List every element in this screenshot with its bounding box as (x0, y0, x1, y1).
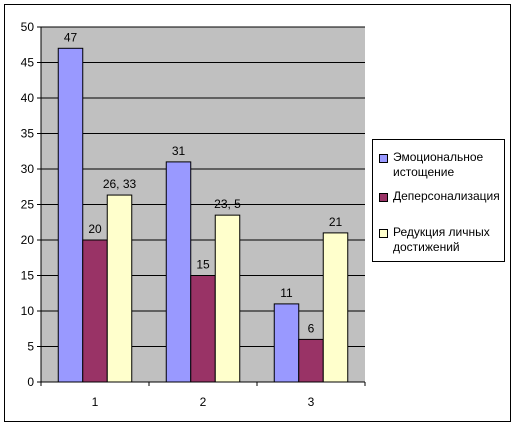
data-label: 23, 5 (214, 197, 241, 211)
bar (322, 232, 349, 383)
legend: Эмоциональное истощение Деперсонализация… (372, 139, 505, 262)
data-label: 31 (172, 144, 186, 158)
legend-swatch (379, 229, 388, 238)
y-tick-label: 10 (21, 304, 35, 318)
legend-swatch (379, 193, 388, 202)
bar (214, 214, 241, 383)
data-label: 6 (308, 321, 315, 335)
bar (190, 275, 216, 383)
y-tick-label: 35 (21, 127, 35, 141)
y-tick-label: 50 (21, 20, 35, 34)
legend-label: Редукция личных достижений (393, 225, 490, 254)
data-label: 21 (329, 215, 343, 229)
data-label: 11 (280, 286, 293, 300)
legend-label: Деперсонализация (393, 189, 500, 203)
data-label: 15 (196, 258, 210, 272)
y-tick-label: 25 (21, 198, 35, 212)
y-tick-label: 45 (21, 56, 35, 70)
bar (82, 239, 108, 383)
legend-label: Эмоциональное истощение (393, 150, 484, 179)
y-tick-label: 40 (21, 91, 35, 105)
x-tick-label: 2 (200, 395, 207, 409)
legend-item-depersonalization: Деперсонализация (379, 189, 503, 204)
y-tick-label: 20 (21, 233, 35, 247)
data-label: 47 (64, 30, 78, 44)
bar (106, 194, 133, 383)
x-tick-label: 3 (308, 395, 315, 409)
y-tick-label: 5 (27, 340, 34, 354)
bar (57, 47, 84, 383)
legend-swatch (379, 154, 388, 163)
legend-item-emotional-exhaustion: Эмоциональное истощение (379, 150, 503, 180)
y-tick-label: 0 (27, 375, 34, 389)
bar (165, 161, 192, 383)
y-tick-label: 30 (21, 162, 35, 176)
x-tick-label: 1 (92, 395, 99, 409)
bar (298, 338, 324, 383)
data-label: 26, 33 (103, 177, 137, 191)
legend-item-achievement-reduction: Редукция личных достижений (379, 225, 503, 255)
bar (273, 303, 300, 383)
y-tick-label: 15 (21, 269, 35, 283)
data-label: 20 (88, 222, 102, 236)
